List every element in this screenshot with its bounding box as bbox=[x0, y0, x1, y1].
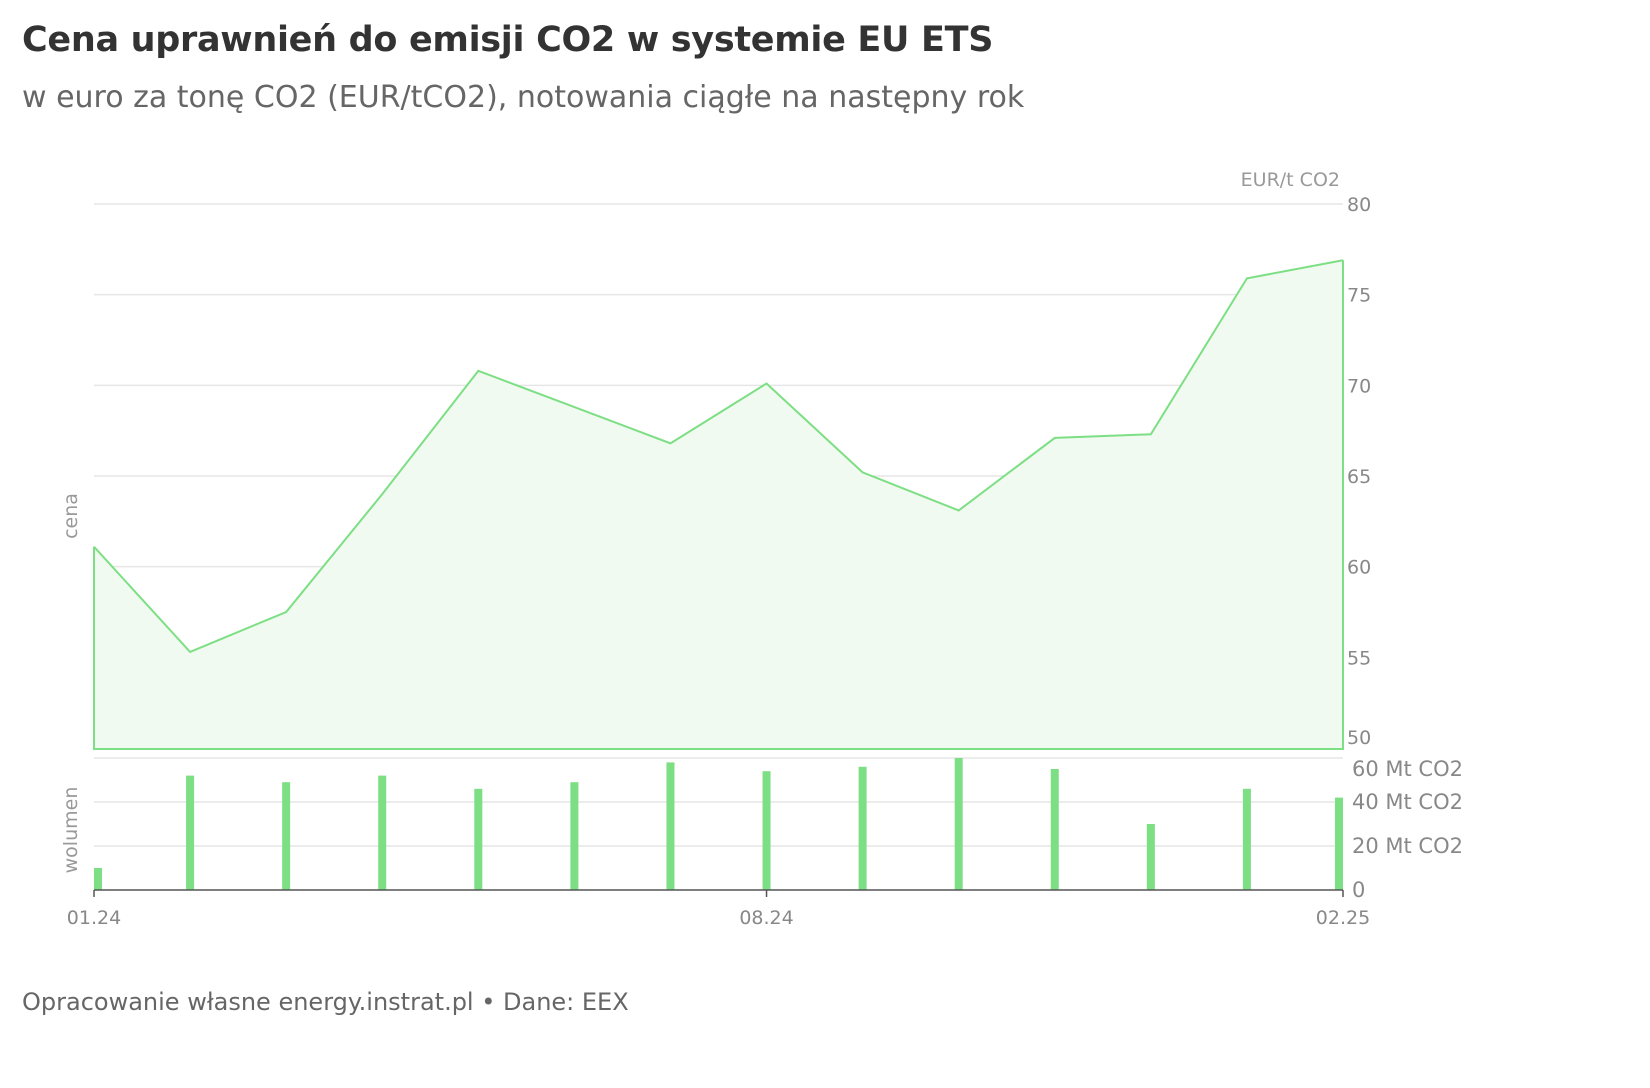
volume-bar bbox=[186, 775, 195, 890]
volume-bar bbox=[1242, 788, 1251, 890]
x-tick-label: 02.25 bbox=[1316, 907, 1370, 929]
volume-bar bbox=[858, 766, 867, 890]
price-tick-label: 80 bbox=[1347, 194, 1371, 216]
price-line bbox=[93, 259, 1344, 654]
price-tick-label: 50 bbox=[1347, 727, 1371, 749]
price-tick-label: 65 bbox=[1347, 466, 1371, 488]
x-tick-label: 08.24 bbox=[739, 907, 793, 929]
price-tick-label: 70 bbox=[1347, 375, 1371, 397]
volume-bar bbox=[954, 758, 963, 890]
chart-subtitle: w euro za tonę CO2 (EUR/tCO2), notowania… bbox=[22, 80, 1025, 115]
price-tick-label: 55 bbox=[1347, 647, 1371, 669]
volume-bar bbox=[474, 788, 483, 890]
volume-bar bbox=[94, 868, 102, 890]
volume-tick-label: 20 Mt CO2 bbox=[1352, 834, 1463, 858]
volume-tick-label: 0 bbox=[1352, 878, 1365, 902]
volume-bar bbox=[666, 762, 675, 890]
volume-tick-label: 60 Mt CO2 bbox=[1352, 757, 1463, 781]
price-area bbox=[94, 260, 1343, 748]
x-tick-label: 01.24 bbox=[67, 907, 121, 929]
price-unit-label: EUR/t CO2 bbox=[1241, 169, 1340, 191]
volume-bar bbox=[1335, 797, 1343, 890]
volume-bar bbox=[762, 771, 771, 890]
volume-axis-title: wolumen bbox=[60, 787, 82, 874]
price-tick-label: 60 bbox=[1347, 557, 1371, 579]
chart-title: Cena uprawnień do emisji CO2 w systemie … bbox=[22, 20, 994, 60]
volume-bar bbox=[570, 782, 579, 890]
volume-bar bbox=[378, 775, 387, 890]
volume-bar bbox=[1050, 769, 1059, 890]
source-footer: Opracowanie własne energy.instrat.pl • D… bbox=[22, 988, 629, 1016]
volume-bar bbox=[1146, 824, 1155, 890]
volume-bar bbox=[282, 782, 291, 890]
price-axis-title: cena bbox=[60, 493, 82, 539]
price-tick-label: 75 bbox=[1347, 285, 1371, 307]
volume-tick-label: 40 Mt CO2 bbox=[1352, 790, 1463, 814]
price-area-edge bbox=[93, 260, 1344, 750]
